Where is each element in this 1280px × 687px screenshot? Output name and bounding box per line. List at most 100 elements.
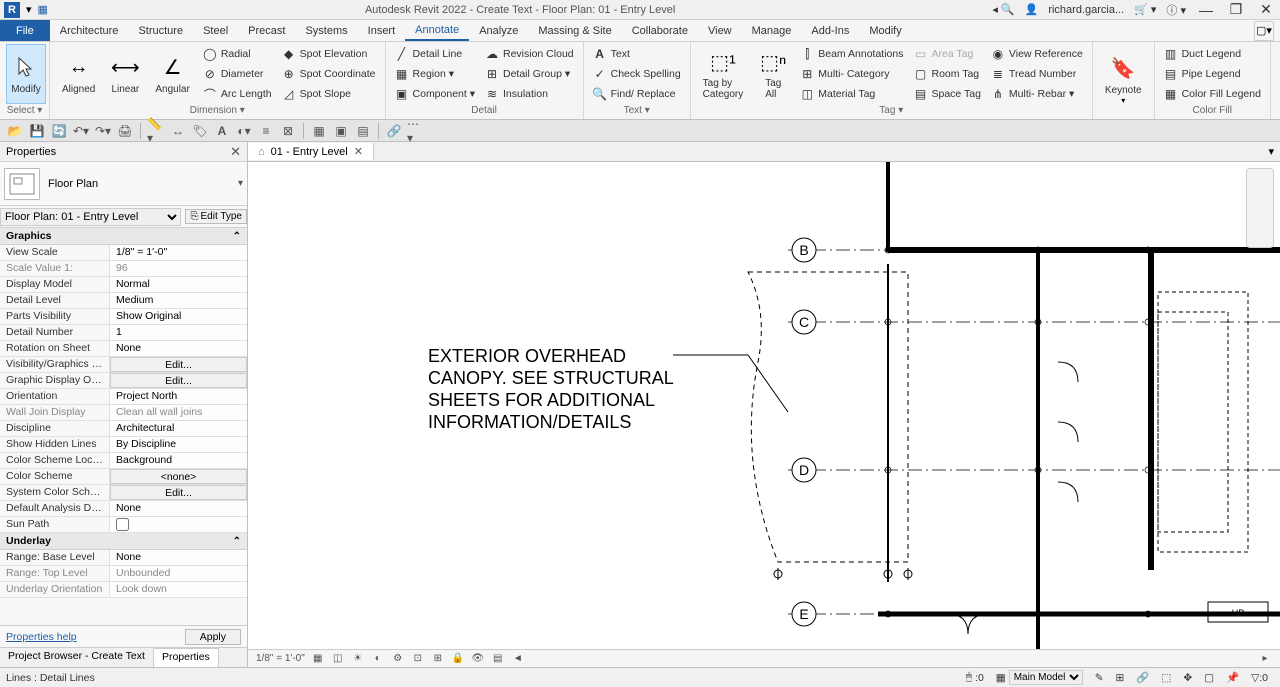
status-design[interactable]: ⊞	[1110, 672, 1131, 684]
keynote-button[interactable]: 🔖Keynote▾	[1099, 44, 1148, 115]
props-row[interactable]: Parts VisibilityShow Original	[0, 309, 247, 325]
tab-addins[interactable]: Add-Ins	[801, 20, 859, 41]
properties-help-link[interactable]: Properties help	[6, 631, 77, 643]
vc-sun[interactable]: ☀	[351, 652, 365, 666]
bottom-tab-browser[interactable]: Project Browser - Create Text	[0, 648, 154, 667]
linear-button[interactable]: ⟷Linear	[105, 44, 145, 104]
vc-right[interactable]: ▸	[1258, 652, 1272, 666]
type-selector[interactable]: Floor Plan ▾	[0, 162, 247, 206]
qat-undo[interactable]: ↶▾	[72, 122, 90, 140]
vc-lock[interactable]: 🔒	[451, 652, 465, 666]
status-workset[interactable]: ▦ Main Model	[990, 670, 1089, 685]
qat-open[interactable]: 📂	[6, 122, 24, 140]
text-button[interactable]: AText	[590, 45, 684, 64]
radial-button[interactable]: ◯Radial	[200, 45, 275, 64]
qat-measure[interactable]: 📏▾	[147, 122, 165, 140]
props-row[interactable]: Sun Path	[0, 517, 247, 533]
status-sel[interactable]: 🖱 :0	[960, 671, 990, 684]
component-button[interactable]: ▣Component ▾	[392, 85, 478, 104]
tab-modify[interactable]: Modify	[859, 20, 911, 41]
tab-systems[interactable]: Systems	[295, 20, 357, 41]
text-group-label[interactable]: Text ▾	[590, 104, 684, 117]
duct-legend-button[interactable]: ▥Duct Legend	[1161, 45, 1264, 64]
props-row[interactable]: Show Hidden LinesBy Discipline	[0, 437, 247, 453]
edit-type-button[interactable]: ⎘Edit Type	[185, 209, 247, 224]
tab-insert[interactable]: Insert	[358, 20, 406, 41]
doc-icon[interactable]: ▦	[38, 3, 48, 16]
props-row[interactable]: Visibility/Graphics Ov...Edit...	[0, 357, 247, 373]
diameter-button[interactable]: ⊘Diameter	[200, 65, 275, 84]
vc-temp[interactable]: 👁	[471, 652, 485, 666]
detail-line-button[interactable]: ╱Detail Line	[392, 45, 478, 64]
modify-button[interactable]: Modify	[6, 44, 46, 104]
user-icon[interactable]: 👤	[1025, 3, 1039, 16]
instance-selector[interactable]: Floor Plan: 01 - Entry Level	[0, 208, 181, 226]
vc-render[interactable]: ⚙	[391, 652, 405, 666]
tab-structure[interactable]: Structure	[128, 20, 193, 41]
bottom-tab-properties[interactable]: Properties	[154, 648, 219, 667]
spell-button[interactable]: ✓Check Spelling	[590, 65, 684, 84]
drawing-canvas[interactable]: BCDEUPEXTERIOR OVERHEADCANOPY. SEE STRUC…	[248, 162, 1280, 649]
revision-cloud-button[interactable]: ☁Revision Cloud	[482, 45, 577, 64]
qat-print[interactable]: 🖨	[116, 122, 134, 140]
tag-all-button[interactable]: ⬚ⁿTag All	[753, 44, 793, 104]
status-editable[interactable]: ✎	[1089, 672, 1110, 684]
qat-more[interactable]: ⋯▾	[407, 122, 425, 140]
user-name[interactable]: richard.garcia...	[1048, 4, 1124, 16]
props-row[interactable]: Underlay OrientationLook down	[0, 582, 247, 598]
angular-button[interactable]: ∠Angular	[149, 44, 195, 104]
help-icon[interactable]: ⓘ ▾	[1166, 2, 1186, 18]
tab-steel[interactable]: Steel	[193, 20, 238, 41]
aligned-button[interactable]: ↔Aligned	[56, 44, 101, 104]
vc-reveal[interactable]: ▤	[491, 652, 505, 666]
type-dropdown-icon[interactable]: ▾	[238, 178, 243, 189]
qat-save[interactable]: 💾	[28, 122, 46, 140]
dimension-group-label[interactable]: Dimension ▾	[56, 104, 379, 117]
cart-icon[interactable]: 🛒 ▾	[1134, 3, 1156, 16]
props-row[interactable]: Rotation on SheetNone	[0, 341, 247, 357]
multi-cat-button[interactable]: ⊞Multi- Category	[797, 65, 906, 84]
vc-more[interactable]: ◄	[511, 652, 525, 666]
select-group-label[interactable]: Select ▾	[6, 104, 43, 117]
props-row[interactable]: View Scale1/8" = 1'-0"	[0, 245, 247, 261]
tab-precast[interactable]: Precast	[238, 20, 295, 41]
multi-rebar-button[interactable]: ⋔Multi- Rebar ▾	[988, 85, 1086, 104]
qat-thin[interactable]: ≡	[257, 122, 275, 140]
properties-close-icon[interactable]: ✕	[230, 144, 241, 160]
qat-tag[interactable]: 🏷	[191, 122, 209, 140]
props-row[interactable]: Display ModelNormal	[0, 277, 247, 293]
props-section-header[interactable]: Underlay⌃	[0, 533, 247, 550]
vc-crop2[interactable]: ⊞	[431, 652, 445, 666]
props-row[interactable]: System Color SchemesEdit...	[0, 485, 247, 501]
qat-sync[interactable]: 🔄	[50, 122, 68, 140]
qat-text[interactable]: A	[213, 122, 231, 140]
vc-shadow[interactable]: ◐	[371, 652, 385, 666]
props-row[interactable]: Default Analysis Displ...None	[0, 501, 247, 517]
qat-cascade[interactable]: ▣	[332, 122, 350, 140]
qat-section[interactable]: ◐▾	[235, 122, 253, 140]
tab-collaborate[interactable]: Collaborate	[622, 20, 698, 41]
detail-group-button[interactable]: ⊞Detail Group ▾	[482, 65, 577, 84]
material-tag-button[interactable]: ◫Material Tag	[797, 85, 906, 104]
vc-style[interactable]: ◫	[331, 652, 345, 666]
recent-files-icon[interactable]: ▾	[26, 3, 32, 16]
props-row[interactable]: Wall Join DisplayClean all wall joins	[0, 405, 247, 421]
view-tab-close-icon[interactable]: ✕	[354, 145, 363, 158]
props-row[interactable]: DisciplineArchitectural	[0, 421, 247, 437]
scale-display[interactable]: 1/8" = 1'-0"	[256, 653, 305, 664]
props-row[interactable]: Detail LevelMedium	[0, 293, 247, 309]
spot-elevation-button[interactable]: ◆Spot Elevation	[279, 45, 379, 64]
view-options-icon[interactable]: ▾	[1262, 145, 1280, 158]
minimize-button[interactable]: —	[1196, 2, 1216, 18]
status-pin[interactable]: 📌	[1220, 671, 1245, 684]
find-button[interactable]: 🔍Find/ Replace	[590, 85, 684, 104]
view-tab[interactable]: ⌂ 01 - Entry Level ✕	[248, 143, 374, 160]
props-row[interactable]: Scale Value 1:96	[0, 261, 247, 277]
props-row[interactable]: Color Scheme LocationBackground	[0, 453, 247, 469]
status-face[interactable]: ▢	[1198, 672, 1220, 684]
tab-massing[interactable]: Massing & Site	[528, 20, 621, 41]
pipe-legend-button[interactable]: ▤Pipe Legend	[1161, 65, 1264, 84]
status-filter[interactable]: ▽:0	[1245, 672, 1274, 684]
qat-tile[interactable]: ▤	[354, 122, 372, 140]
props-row[interactable]: OrientationProject North	[0, 389, 247, 405]
